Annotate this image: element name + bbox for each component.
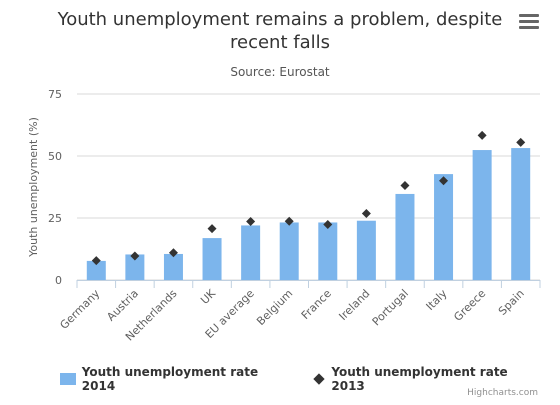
bar (86, 260, 106, 280)
bar (279, 222, 299, 280)
bar (356, 220, 376, 280)
diamond-marker (168, 248, 178, 258)
diamond-marker (516, 137, 526, 147)
bar (163, 253, 183, 280)
diamond-marker (361, 209, 371, 219)
diamond-marker (400, 181, 410, 191)
diamond-marker (439, 176, 449, 186)
bar (511, 148, 531, 280)
bar (241, 225, 261, 280)
credits-link[interactable]: Highcharts.com (467, 388, 538, 398)
y-tick-label: 75 (48, 88, 62, 101)
legend-bar-swatch (60, 373, 76, 385)
chart-title: Youth unemployment remains a problem, de… (57, 9, 503, 53)
y-tick-label: 25 (48, 212, 62, 225)
x-tick-label: Italy (424, 287, 450, 313)
bar (318, 222, 338, 280)
diamond-marker (207, 224, 217, 234)
y-axis-title: Youth unemployment (%) (27, 117, 40, 258)
diamond-marker (477, 130, 487, 140)
x-tick-label: France (299, 287, 334, 322)
x-tick-label: Germany (57, 287, 102, 332)
legend-diamond-swatch (312, 373, 325, 385)
legend-label-2014: Youth unemployment rate 2014 (81, 365, 259, 393)
y-tick-label: 50 (48, 150, 62, 163)
diamond-marker (284, 216, 294, 226)
hamburger-menu-icon[interactable] (519, 14, 539, 32)
legend: Youth unemployment rate 2014 Youth unemp… (60, 365, 560, 393)
bar (434, 174, 454, 280)
diamond-marker (323, 219, 333, 229)
legend-label-2013: Youth unemployment rate 2013 (331, 365, 508, 393)
bar (125, 254, 145, 280)
diamond-marker (246, 216, 256, 226)
x-tick-label: Spain (496, 287, 527, 318)
legend-item-2013[interactable]: Youth unemployment rate 2013 (311, 365, 543, 393)
diamond-marker (130, 251, 140, 261)
x-tick-label: UK (198, 286, 219, 307)
x-tick-label: Belgium (254, 287, 295, 328)
y-tick-label: 0 (55, 274, 62, 287)
diamond-marker (91, 256, 101, 266)
x-tick-label: Greece (451, 287, 488, 324)
bar (395, 193, 415, 280)
chart-subtitle: Source: Eurostat (230, 65, 330, 79)
x-tick-label: Austria (104, 287, 141, 324)
legend-item-2014[interactable]: Youth unemployment rate 2014 (60, 365, 293, 393)
x-tick-label: Ireland (336, 287, 372, 323)
bar (202, 238, 222, 280)
bar (472, 150, 492, 280)
x-tick-label: Portugal (370, 287, 411, 328)
